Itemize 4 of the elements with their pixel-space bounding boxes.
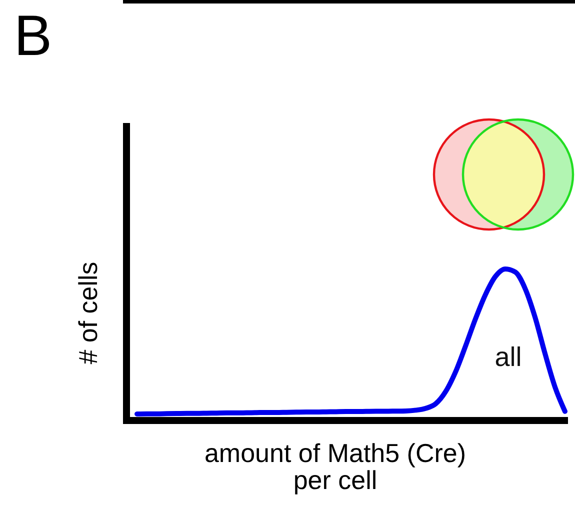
series-label: all (494, 342, 522, 372)
x-axis-title: amount of Math5 (Cre) per cell (204, 438, 466, 495)
y-axis-title: # of cells (73, 262, 103, 364)
chart-title: B (14, 4, 52, 68)
